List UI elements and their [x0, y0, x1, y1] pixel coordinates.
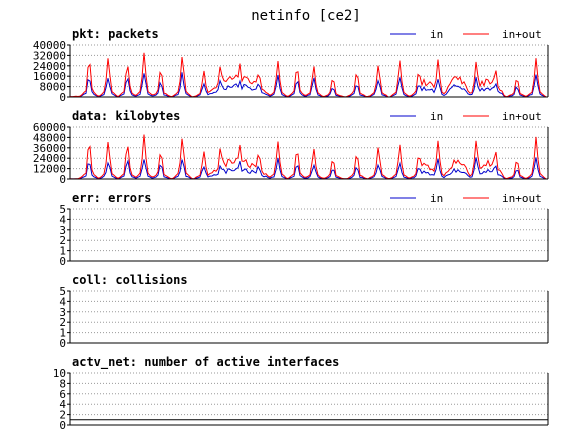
y-tick-label: 40000 [33, 39, 66, 52]
y-tick-label: 48000 [33, 131, 66, 144]
y-tick-label: 0 [59, 337, 66, 350]
chart-panel-2: data: kilobytes 0120002400036000480006000… [33, 109, 549, 186]
legend-label: in+out [502, 192, 542, 205]
chart-title: coll: collisions [72, 273, 188, 287]
y-tick-label: 0 [59, 419, 66, 432]
y-tick-label: 3 [59, 224, 66, 237]
y-tick-label: 2 [59, 234, 66, 247]
y-tick-label: 8000 [40, 81, 67, 94]
legend-label: in+out [502, 110, 542, 123]
y-tick-label: 2 [59, 409, 66, 422]
y-tick-label: 4 [59, 213, 66, 226]
series-line-2 [69, 52, 549, 98]
legend-label: in [430, 110, 443, 123]
page-title: netinfo [ce2] [251, 8, 361, 24]
y-tick-label: 24000 [33, 60, 66, 73]
y-tick-label: 4 [59, 398, 66, 411]
legend-label: in [430, 192, 443, 205]
legend-label: in+out [502, 28, 542, 41]
y-tick-label: 5 [59, 203, 66, 216]
y-tick-label: 1 [59, 245, 66, 258]
y-tick-label: 4 [59, 295, 66, 308]
y-tick-label: 16000 [33, 70, 66, 83]
y-tick-label: 0 [59, 91, 66, 104]
chart-title: data: kilobytes [72, 109, 180, 123]
y-tick-label: 5 [59, 285, 66, 298]
y-tick-label: 24000 [33, 152, 66, 165]
y-tick-label: 32000 [33, 49, 66, 62]
chart-title: pkt: packets [72, 27, 159, 41]
y-tick-label: 36000 [33, 142, 66, 155]
chart-panel-5: actv_net: number of active interfaces 024… [53, 355, 549, 432]
series-line-2 [69, 134, 549, 180]
y-tick-label: 0 [59, 173, 66, 186]
series-line-1 [70, 157, 548, 180]
y-tick-label: 2 [59, 316, 66, 329]
chart-title: actv_net: number of active interfaces [72, 355, 339, 370]
y-tick-label: 60000 [33, 121, 66, 134]
legend-label: in [430, 28, 443, 41]
y-tick-label: 1 [59, 327, 66, 340]
y-tick-label: 3 [59, 306, 66, 319]
y-tick-label: 0 [59, 255, 66, 268]
y-tick-label: 6 [59, 388, 66, 401]
y-tick-label: 10 [53, 367, 66, 380]
y-tick-label: 12000 [33, 163, 66, 176]
y-tick-label: 8 [59, 377, 66, 390]
series-line-1 [69, 72, 548, 98]
chart-title: err: errors [72, 191, 151, 205]
